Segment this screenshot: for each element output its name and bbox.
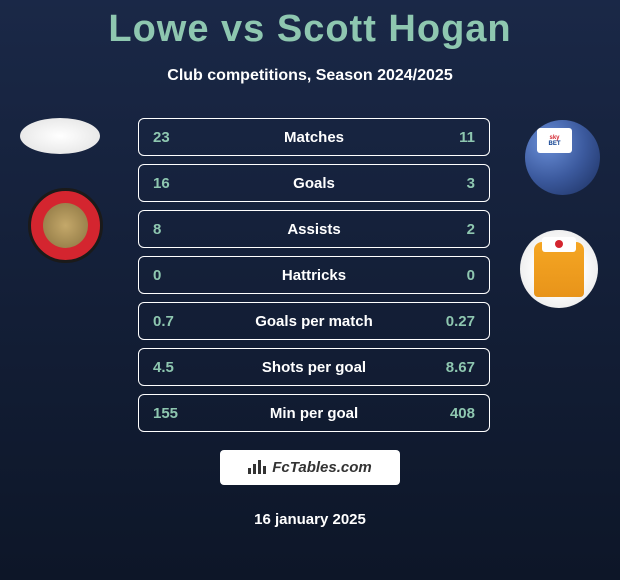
date-label: 16 january 2025 bbox=[254, 511, 366, 528]
stat-value-left: 155 bbox=[153, 405, 178, 422]
stat-row-assists: 8 Assists 2 bbox=[138, 210, 490, 248]
stat-value-right: 11 bbox=[459, 129, 475, 146]
stat-value-left: 4.5 bbox=[153, 359, 174, 376]
comparison-title: Lowe vs Scott Hogan bbox=[0, 0, 620, 51]
stat-row-matches: 23 Matches 11 bbox=[138, 118, 490, 156]
fctables-watermark[interactable]: FcTables.com bbox=[220, 450, 400, 485]
player-left-photo bbox=[20, 118, 100, 154]
stat-row-hattricks: 0 Hattricks 0 bbox=[138, 256, 490, 294]
stat-value-left: 23 bbox=[153, 129, 170, 146]
skybet-badge: sky BET bbox=[537, 128, 572, 153]
player-right-club-badge bbox=[520, 230, 598, 308]
stat-value-right: 8.67 bbox=[446, 359, 475, 376]
stat-label: Goals per match bbox=[255, 313, 373, 330]
stat-row-goals-per-match: 0.7 Goals per match 0.27 bbox=[138, 302, 490, 340]
stat-value-left: 8 bbox=[153, 221, 161, 238]
stat-value-right: 2 bbox=[467, 221, 475, 238]
stat-label: Goals bbox=[293, 175, 335, 192]
stat-row-shots-per-goal: 4.5 Shots per goal 8.67 bbox=[138, 348, 490, 386]
stat-value-right: 0 bbox=[467, 267, 475, 284]
stat-label: Hattricks bbox=[282, 267, 346, 284]
chart-icon bbox=[248, 458, 266, 477]
stat-label: Assists bbox=[287, 221, 340, 238]
stat-value-left: 16 bbox=[153, 175, 170, 192]
stat-row-min-per-goal: 155 Min per goal 408 bbox=[138, 394, 490, 432]
stat-value-right: 3 bbox=[467, 175, 475, 192]
stat-value-left: 0 bbox=[153, 267, 161, 284]
stat-value-right: 0.27 bbox=[446, 313, 475, 330]
stats-table: 23 Matches 11 16 Goals 3 8 Assists 2 0 H… bbox=[138, 118, 490, 440]
player-right-photo: sky BET bbox=[525, 120, 600, 195]
player-left-club-badge bbox=[28, 188, 103, 263]
stat-row-goals: 16 Goals 3 bbox=[138, 164, 490, 202]
stat-label: Min per goal bbox=[270, 405, 358, 422]
stat-value-left: 0.7 bbox=[153, 313, 174, 330]
watermark-text: FcTables.com bbox=[272, 459, 371, 476]
stat-value-right: 408 bbox=[450, 405, 475, 422]
stat-label: Shots per goal bbox=[262, 359, 366, 376]
comparison-subtitle: Club competitions, Season 2024/2025 bbox=[0, 67, 620, 85]
stat-label: Matches bbox=[284, 129, 344, 146]
